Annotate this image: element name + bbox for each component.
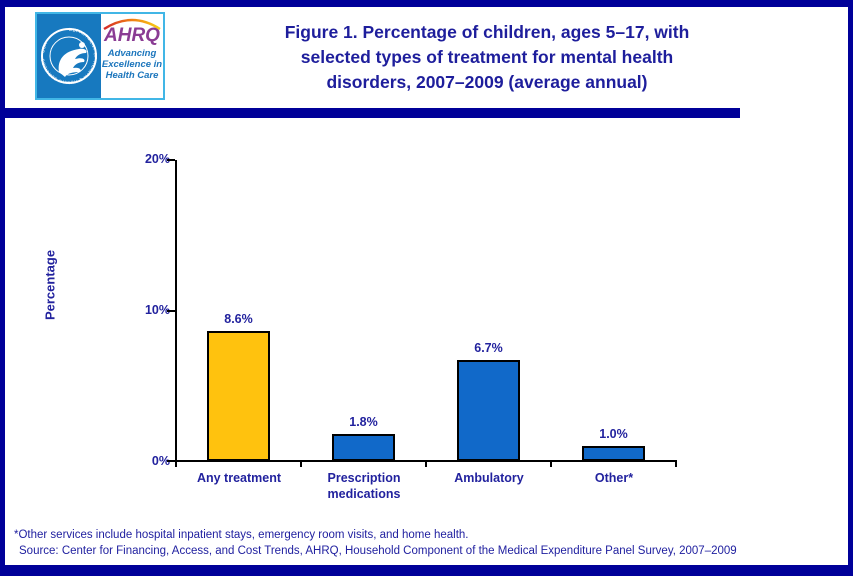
footer-bottom-bar (0, 565, 853, 576)
hhs-ahrq-logo: DEPARTMENT OF HEALTH & HUMAN SERVICES • … (35, 12, 165, 100)
x-tick-2 (300, 462, 302, 467)
bar-any-treatment (207, 331, 270, 461)
y-tick-label-20: 20% (144, 152, 170, 166)
tagline-line-1: Advancing (107, 48, 157, 59)
ahrq-brand: AHRQ Advancing Excellence in Health Care (101, 14, 163, 98)
bar-value-label: 8.6% (224, 312, 253, 326)
y-tick-0 (167, 460, 175, 462)
frame-left-border (0, 0, 5, 576)
ahrq-wordmark: AHRQ (104, 25, 160, 46)
y-tick-label-0: 0% (151, 454, 170, 468)
y-tick-10 (167, 310, 175, 312)
category-label-ambulatory: Ambulatory (454, 471, 524, 485)
x-tick-3 (425, 462, 427, 467)
footnote-source: Source: Center for Financing, Access, an… (19, 545, 737, 557)
tagline-line-2: Excellence in (101, 59, 163, 70)
bar-value-label: 1.0% (599, 427, 628, 441)
bar-prescription-medications (332, 434, 395, 461)
category-label-other: Other* (594, 471, 634, 485)
frame-right-border (848, 0, 853, 576)
tagline-line-3: Health Care (105, 70, 159, 81)
figure-title: Figure 1. Percentage of children, ages 5… (213, 20, 761, 95)
category-label-prescription-medications: Prescription medications (327, 471, 401, 501)
x-axis-line (175, 460, 677, 462)
bar-value-label: 1.8% (349, 415, 378, 429)
bar-other (582, 446, 645, 461)
ahrq-arc-icon (103, 18, 161, 30)
bar-ambulatory (457, 360, 520, 461)
hhs-eagle-icon: DEPARTMENT OF HEALTH & HUMAN SERVICES • … (40, 27, 98, 85)
bar-chart-plot-area: 8.6% 1.8% 6.7% 1.0% Any treatment Prescr… (167, 159, 677, 501)
figure-title-line-1: Figure 1. Percentage of children, ages 5… (284, 22, 690, 42)
y-tick-label-10: 10% (144, 303, 170, 317)
y-axis-title: Percentage (42, 249, 58, 321)
hhs-seal: DEPARTMENT OF HEALTH & HUMAN SERVICES • … (37, 14, 101, 98)
frame-top-border (0, 0, 853, 7)
y-axis-line (175, 160, 177, 462)
header-divider-bar (0, 108, 740, 118)
x-tick-5 (675, 462, 677, 467)
footnote-other-services: *Other services include hospital inpatie… (14, 529, 469, 541)
x-tick-4 (550, 462, 552, 467)
y-tick-20 (167, 159, 175, 161)
category-label-any-treatment: Any treatment (196, 471, 282, 485)
bar-value-label: 6.7% (474, 341, 503, 355)
x-tick-1 (175, 462, 177, 467)
figure-title-line-2: selected types of treatment for mental h… (300, 47, 674, 67)
ahrq-tagline: Advancing Excellence in Health Care (101, 48, 163, 81)
figure-title-line-3: disorders, 2007–2009 (average annual) (326, 72, 648, 92)
